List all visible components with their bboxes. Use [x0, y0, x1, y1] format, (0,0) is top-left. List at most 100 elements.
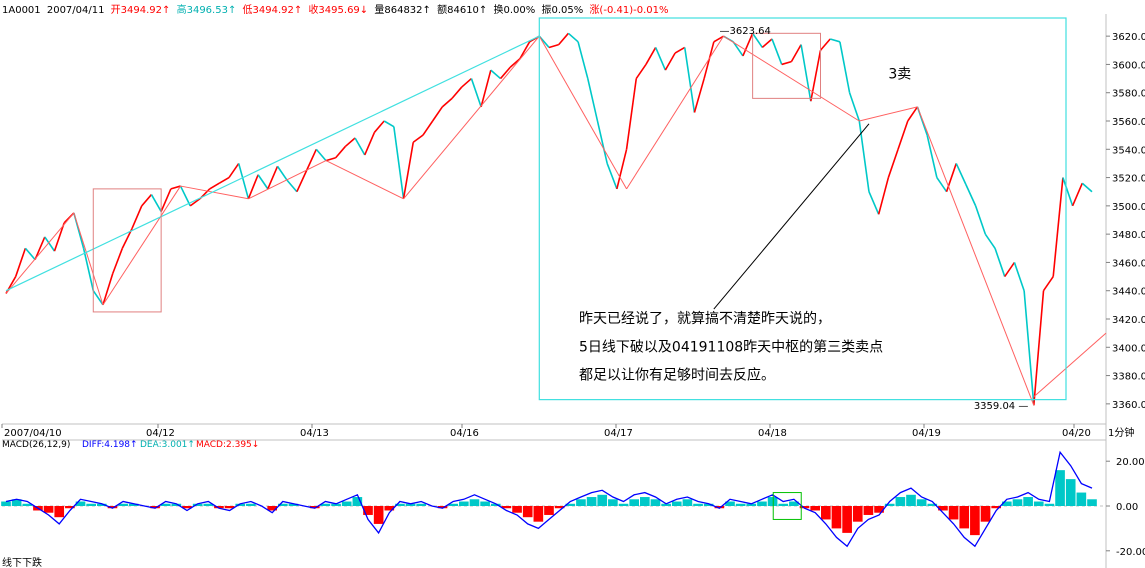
price-segment [335, 145, 346, 159]
price-segment [218, 176, 230, 184]
price-segment [703, 41, 715, 79]
price-segment [160, 188, 172, 212]
price-segment [237, 163, 250, 199]
price-segment [693, 78, 705, 113]
x-tick-label: 04/18 [758, 428, 787, 439]
y-tick-label: 3360.00 [1112, 400, 1145, 411]
price-segment [461, 77, 472, 88]
price-segment [451, 86, 463, 99]
price-segment [1062, 177, 1074, 207]
macd-bar [767, 497, 778, 506]
macd-bar [65, 506, 75, 509]
price-segment [257, 174, 269, 190]
macd-bar [352, 497, 363, 506]
price-segment [761, 38, 773, 49]
macd-bar [320, 503, 331, 506]
price-segment [713, 35, 724, 43]
macd-bar [608, 499, 618, 506]
macd-bar [970, 506, 980, 536]
price-segment [247, 174, 259, 200]
analysis-frame [538, 17, 1067, 401]
macd-bar [160, 503, 171, 506]
amount: 额84610↑ [437, 5, 488, 16]
price-segment [558, 32, 570, 46]
macd-bar [341, 501, 352, 506]
price-segment [509, 58, 521, 68]
macd-bar [203, 503, 214, 506]
macd-bar [309, 506, 320, 509]
macd-bar [576, 499, 586, 506]
macd-bar [469, 499, 480, 506]
macd-bar [150, 506, 160, 509]
y-tick-label: 3500.00 [1112, 202, 1145, 213]
y-tick-label: 3600.00 [1112, 60, 1145, 71]
price-segment [742, 32, 754, 57]
macd-bar [480, 501, 490, 506]
price-segment [567, 32, 579, 43]
macd-bar [373, 506, 384, 524]
macd-bar [43, 506, 54, 513]
macd-bar [906, 494, 916, 506]
x-tick-label: 04/17 [604, 428, 633, 439]
price-segment [14, 248, 27, 277]
price-segment [616, 149, 628, 190]
macd-bar [810, 506, 820, 511]
macd-bar [512, 506, 522, 513]
macd-bar [874, 506, 884, 513]
pointer-line [713, 123, 870, 310]
price-segment [587, 78, 599, 122]
price-segment [674, 46, 686, 54]
price-segment [92, 290, 104, 306]
zigzag-line [403, 35, 540, 200]
3-sell-label: 3卖 [888, 67, 911, 83]
macd-bar [544, 506, 554, 515]
price-segment [654, 47, 667, 71]
macd-bar [11, 499, 22, 506]
price-segment [480, 69, 492, 108]
price-segment [519, 41, 531, 60]
macd-y-tick-label: -20.00 [1116, 547, 1145, 558]
macd-bar [235, 503, 246, 506]
zigzag-line [102, 185, 181, 306]
macd-bar [22, 503, 33, 506]
price-segment [945, 163, 958, 192]
macd-bar [714, 506, 725, 509]
macd-bar [884, 503, 895, 506]
volume: 量864832↑ [374, 5, 431, 16]
price-segment [955, 163, 967, 185]
y-tick-label: 3400.00 [1112, 343, 1145, 354]
price-segment [422, 120, 434, 136]
macd-bar [671, 501, 682, 506]
price-segment [936, 177, 948, 193]
diff-line [5, 450, 1093, 548]
macd-bar [895, 497, 906, 506]
price-segment [34, 236, 46, 260]
macd-bar [331, 503, 341, 506]
y-tick-label: 3420.00 [1112, 315, 1145, 326]
y-tick-label: 3520.00 [1112, 174, 1145, 185]
macd-dea: DEA:3.001↑ [140, 440, 195, 450]
macd-bar [128, 503, 139, 506]
price-segment [771, 38, 783, 65]
change: 涨(-0.41)-0.01% [589, 5, 669, 16]
macd-name: MACD(26,12,9) [2, 440, 70, 450]
price-segment [625, 78, 638, 150]
price-segment [1004, 261, 1016, 278]
price-segment [645, 47, 657, 65]
price-segment [751, 32, 763, 48]
price-segment [315, 148, 327, 162]
macd-bar [86, 503, 96, 506]
price-segment [267, 165, 279, 190]
zigzag-line [5, 212, 75, 294]
price-segment [150, 194, 162, 212]
peak-label: —3623.64 [720, 26, 771, 37]
price-segment [490, 69, 502, 80]
macd-bar [288, 503, 299, 506]
price-segment [868, 191, 880, 215]
macd-bar [1, 501, 11, 506]
macd-bar [725, 501, 735, 506]
annotation-line-1: 昨天已经说了，就算搞不清楚昨天说的， [579, 311, 831, 327]
price-segment [499, 66, 511, 80]
macd-y-tick-label: 0.00 [1116, 502, 1138, 513]
